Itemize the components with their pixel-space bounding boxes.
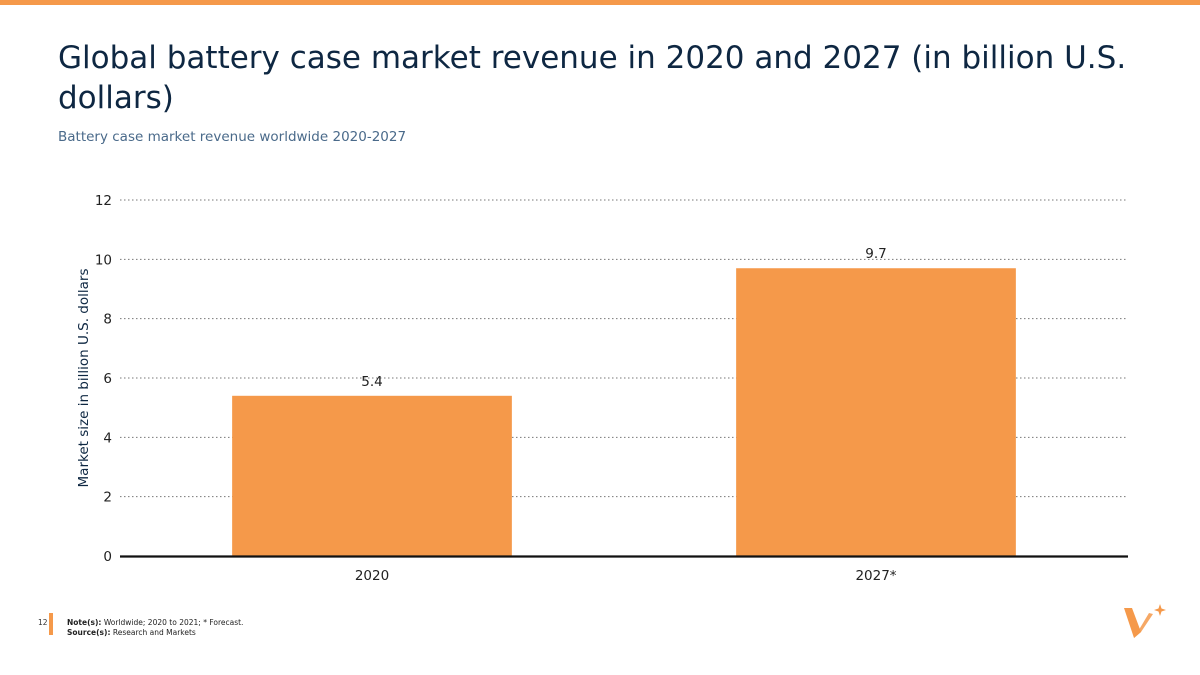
bar-2020	[232, 395, 512, 556]
source-line: Source(s): Research and Markets	[67, 628, 243, 638]
y-tick-label: 2	[103, 490, 112, 506]
note-text: Worldwide; 2020 to 2021; * Forecast.	[103, 618, 244, 627]
source-label: Source(s):	[67, 628, 111, 637]
page-number: 12	[38, 618, 48, 627]
y-tick-label: 10	[95, 252, 112, 268]
footer-accent-bar	[49, 613, 53, 635]
y-tick-label: 8	[103, 312, 112, 328]
note-label: Note(s):	[67, 618, 102, 627]
y-axis-label: Market size in billion U.S. dollars	[76, 269, 92, 488]
footer-notes: Note(s): Worldwide; 2020 to 2021; * Fore…	[67, 618, 243, 638]
bar-chart: 0 2 4 6 8 10 12 5.4 2020 9.7 2027* Market size in …	[76, 193, 1128, 584]
bar-2027	[736, 268, 1016, 556]
label-layer: 0 2 4 6 8 10 12 5.4 2020 9.7 2027*	[95, 193, 897, 584]
bar-layer	[232, 268, 1016, 556]
bar-value-label: 5.4	[361, 374, 382, 390]
brand-logo-icon	[1124, 604, 1166, 638]
y-tick-label: 4	[103, 430, 112, 446]
y-tick-label: 12	[95, 193, 112, 209]
y-tick-label: 0	[103, 549, 112, 565]
page-subtitle: Battery case market revenue worldwide 20…	[58, 129, 407, 145]
y-tick-label: 6	[103, 371, 112, 387]
bar-value-label: 9.7	[865, 246, 886, 262]
note-line: Note(s): Worldwide; 2020 to 2021; * Fore…	[67, 618, 243, 628]
x-tick-label: 2020	[355, 568, 389, 584]
top-accent-bar	[0, 0, 1200, 5]
x-tick-label: 2027*	[855, 568, 896, 584]
source-text: Research and Markets	[112, 628, 196, 637]
page-title: Global battery case market revenue in 20…	[58, 40, 1127, 116]
